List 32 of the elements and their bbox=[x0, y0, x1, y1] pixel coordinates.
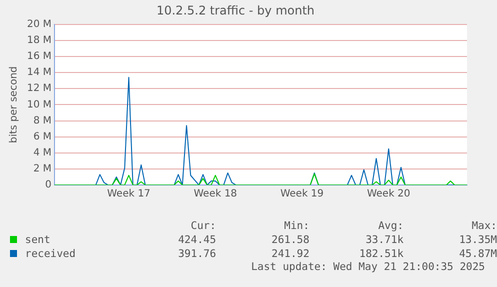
y-tick-label: 8 M bbox=[33, 115, 52, 126]
y-tick-label: 20 M bbox=[27, 18, 52, 30]
legend-label: received bbox=[24, 248, 77, 262]
text: Avg: bbox=[377, 220, 404, 234]
x-tick-label: Week 20 bbox=[366, 188, 410, 200]
y-tick-label: 4 M bbox=[33, 147, 52, 158]
text: Max: bbox=[470, 220, 497, 234]
y-tick-label: 18 M bbox=[27, 35, 52, 46]
text: Last update: Wed May 21 21:00:35 2025 bbox=[251, 261, 485, 273]
text: 33.71k bbox=[364, 234, 404, 248]
y-tick-label: 0 bbox=[45, 180, 52, 191]
y-tick-label: 12 M bbox=[27, 83, 52, 94]
text: 182.51k bbox=[358, 248, 404, 262]
y-tick-label: 10 M bbox=[27, 99, 52, 110]
x-tick-label: Week 18 bbox=[194, 188, 238, 200]
y-tick-label: 16 M bbox=[27, 51, 52, 62]
text: 424.45 bbox=[177, 234, 216, 248]
text: 13.35M bbox=[458, 234, 497, 248]
y-tick-label: 2 M bbox=[33, 164, 52, 175]
text: 261.58 bbox=[270, 234, 310, 248]
text: 391.76 bbox=[177, 248, 216, 262]
text: Min: bbox=[283, 220, 310, 234]
y-axis-title: bits per second bbox=[8, 66, 20, 144]
text: 45.87M bbox=[458, 248, 497, 262]
x-tick-label: Week 17 bbox=[107, 188, 150, 200]
text: Cur: bbox=[190, 220, 216, 234]
x-tick-label: Week 19 bbox=[280, 188, 324, 200]
text: 241.92 bbox=[270, 248, 310, 262]
legend-label: sent bbox=[24, 234, 52, 248]
y-tick-label: 6 M bbox=[33, 131, 52, 142]
y-tick-label: 14 M bbox=[27, 67, 52, 78]
chart-title: 10.2.5.2 traffic - by month bbox=[156, 3, 315, 18]
